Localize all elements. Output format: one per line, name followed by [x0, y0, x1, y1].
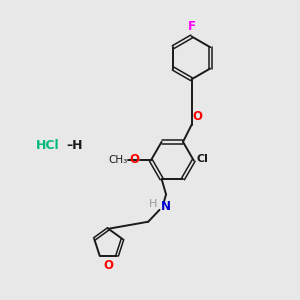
Text: CH₃: CH₃: [108, 155, 128, 165]
Text: O: O: [129, 153, 139, 166]
Text: O: O: [193, 110, 203, 123]
Text: H: H: [149, 200, 157, 209]
Text: –H: –H: [66, 139, 83, 152]
Text: O: O: [103, 259, 113, 272]
Text: Cl: Cl: [196, 154, 208, 164]
Text: N: N: [161, 200, 171, 213]
Text: HCl: HCl: [36, 139, 59, 152]
Text: F: F: [188, 20, 196, 33]
